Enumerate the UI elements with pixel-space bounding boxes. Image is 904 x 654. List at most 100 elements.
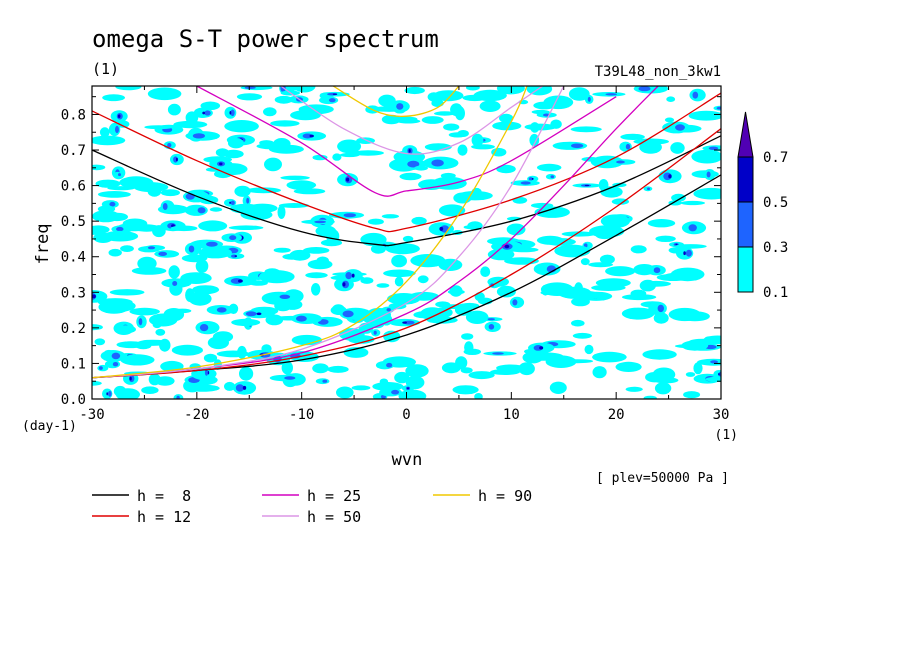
- contour-patch: [351, 273, 355, 278]
- contour-patch: [615, 361, 642, 372]
- contour-patch: [478, 297, 493, 305]
- contour-patch: [276, 273, 285, 278]
- contour-patch: [621, 294, 657, 301]
- contour-patch: [647, 187, 650, 191]
- contour-patch: [343, 213, 356, 218]
- contour-patch: [580, 258, 590, 266]
- contour-patch: [421, 116, 444, 124]
- contour-patch: [214, 169, 232, 179]
- x-tick-label: 30: [713, 407, 730, 423]
- contour-patch: [264, 268, 280, 276]
- contour-patch: [175, 157, 178, 162]
- contour-patch: [496, 285, 516, 298]
- contour-patch: [342, 282, 346, 287]
- contour-patch: [554, 244, 591, 258]
- y-tick-label: 0.8: [61, 107, 86, 123]
- contour-patch: [108, 390, 112, 397]
- contour-patch: [653, 312, 669, 324]
- chart-title: omega S-T power spectrum: [92, 25, 439, 53]
- contour-patch: [108, 300, 136, 312]
- contour-patch: [692, 91, 699, 99]
- contour-patch: [131, 267, 167, 275]
- contour-patch: [616, 160, 625, 164]
- contour-patch: [433, 90, 464, 102]
- contour-patch: [587, 96, 591, 102]
- contour-patch: [230, 200, 235, 205]
- contour-patch: [337, 139, 362, 154]
- contour-patch: [116, 226, 124, 232]
- contour-patch: [693, 187, 721, 200]
- contour-patch: [680, 200, 706, 206]
- contour-patch: [234, 185, 251, 197]
- contour-patch: [256, 312, 262, 316]
- contour-patch: [286, 180, 317, 190]
- contour-patch: [691, 149, 721, 164]
- contour-patch: [115, 125, 119, 134]
- contour-patch: [638, 86, 651, 92]
- contour-patch: [418, 179, 445, 191]
- contour-patch: [468, 371, 495, 380]
- contour-patch: [381, 114, 401, 125]
- series-line: [92, 128, 721, 379]
- contour-patch: [654, 382, 672, 395]
- contour-patch: [674, 244, 707, 249]
- contour-patch: [92, 324, 103, 331]
- series-line: [92, 135, 721, 247]
- contour-patch: [97, 205, 116, 213]
- contour-patch: [360, 277, 374, 284]
- contour-patch: [188, 291, 205, 305]
- contour-patch: [342, 310, 354, 318]
- contour-patch: [402, 321, 407, 324]
- legend-label: h = 50: [307, 508, 361, 526]
- contour-patch: [332, 153, 342, 161]
- contour-patch: [108, 248, 122, 257]
- contour-patch: [219, 162, 223, 166]
- contour-patch: [203, 353, 218, 363]
- contour-patch: [332, 93, 338, 95]
- contour-patch: [195, 259, 209, 273]
- contour-patch: [679, 311, 710, 322]
- contour-patch: [277, 205, 286, 220]
- contour-patch: [162, 203, 168, 210]
- contour-patch: [688, 224, 697, 232]
- colorbar-label: 0.7: [763, 150, 788, 166]
- power-contours: [92, 86, 721, 399]
- contour-patch: [414, 165, 428, 171]
- contour-patch: [107, 186, 135, 191]
- contour-patch: [605, 266, 636, 277]
- contour-patch: [492, 352, 504, 355]
- contour-patch: [376, 283, 390, 288]
- contour-patch: [499, 113, 514, 123]
- contour-patch: [242, 385, 247, 390]
- legend-label: h = 25: [307, 487, 361, 505]
- contour-patch: [448, 132, 467, 138]
- contour-patch: [438, 258, 463, 271]
- contour-patch: [102, 94, 125, 102]
- contour-patch: [115, 325, 136, 334]
- contour-patch: [92, 164, 106, 171]
- contour-patch: [102, 230, 139, 242]
- contour-patch: [167, 103, 181, 116]
- contour-patch: [312, 154, 328, 161]
- legend: h = 8 h = 12 h = 25 h = 50 h = 90: [92, 487, 532, 526]
- contour-patch: [391, 254, 407, 268]
- contour-patch: [549, 381, 567, 394]
- contour-patch: [116, 120, 130, 128]
- contour-patch: [434, 111, 456, 116]
- y-tick-label: 0.2: [61, 321, 86, 337]
- contour-patch: [158, 251, 167, 256]
- colorbar-segment: [737, 246, 754, 293]
- contour-patch: [370, 244, 386, 254]
- contour-patch: [311, 283, 321, 296]
- contour-patch: [664, 117, 675, 123]
- colorbar: 0.1 0.3 0.5 0.7: [737, 111, 788, 301]
- contour-patch: [155, 328, 166, 336]
- contour-patch: [386, 308, 391, 312]
- contour-patch: [245, 311, 257, 317]
- y-axis-label: freq: [33, 224, 53, 265]
- contour-patch: [561, 359, 594, 364]
- contour-patch: [474, 393, 483, 399]
- contour-patch: [383, 330, 401, 343]
- contour-patch: [229, 201, 232, 204]
- contour-patch: [144, 125, 173, 130]
